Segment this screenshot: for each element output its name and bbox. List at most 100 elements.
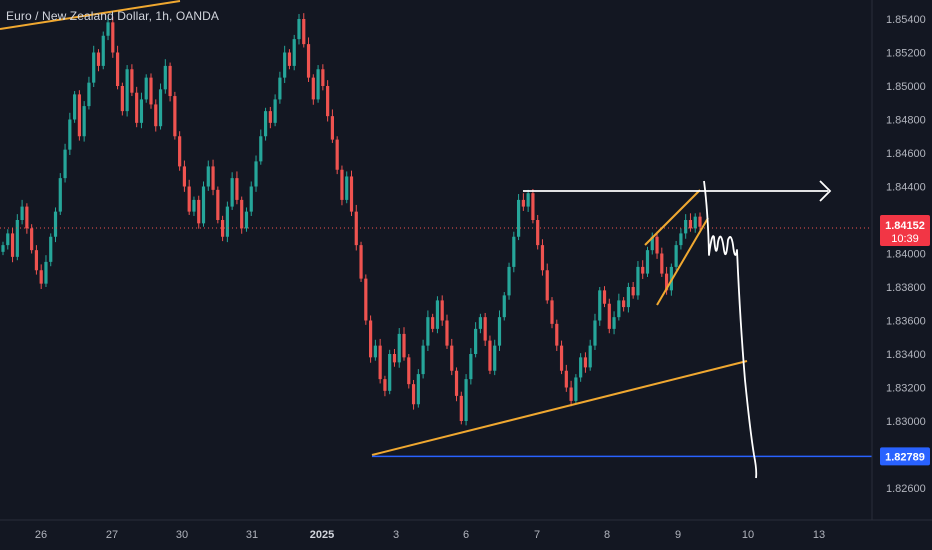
candle-body (364, 278, 368, 321)
candle-body (10, 233, 15, 257)
candle-body (493, 345, 497, 371)
candle-body (335, 139, 339, 170)
candle-body (536, 220, 540, 246)
candle-body (641, 266, 645, 274)
price-tick-label: 1.84800 (886, 115, 926, 127)
candle-body (321, 69, 325, 86)
candle-body (359, 245, 363, 279)
candle-body (111, 22, 115, 53)
candle-body (545, 270, 549, 301)
price-tick-label: 1.83800 (886, 282, 926, 294)
candle-body (698, 216, 702, 227)
candle-body (235, 178, 239, 200)
time-tick-label: 7 (534, 529, 540, 541)
price-tick-label: 1.83000 (886, 416, 926, 428)
candle-body (139, 99, 144, 123)
last-price-tag (880, 215, 930, 247)
candle-body (445, 320, 449, 346)
support-level-tag (880, 447, 930, 466)
resistance-arrow-head (819, 180, 832, 202)
last-price-value: 1.84152 (885, 220, 925, 232)
candle-body (211, 166, 215, 190)
candle-body (178, 136, 182, 167)
candle-body (330, 116, 335, 140)
candle-body (368, 320, 373, 358)
candle-body (206, 166, 210, 187)
price-tick-label: 1.82600 (886, 483, 926, 495)
candle-body (650, 236, 654, 251)
candle-body (645, 250, 650, 274)
candle-body (574, 377, 578, 401)
candle-body (249, 186, 253, 212)
candle-body (263, 111, 268, 137)
candlestick-series (1, 13, 702, 426)
candle-body (34, 250, 39, 271)
candle-body (216, 189, 220, 220)
candle-body (598, 290, 602, 321)
price-tick-label: 1.83200 (886, 383, 926, 395)
candle-body (602, 290, 607, 304)
candle-body (244, 211, 249, 229)
projected-path (703, 180, 758, 479)
candle-body (512, 236, 516, 267)
candle-body (230, 178, 234, 207)
upper-left-trendline (0, 0, 181, 30)
candle-body (373, 345, 377, 358)
candle-body (311, 77, 315, 100)
candle-body (254, 161, 258, 187)
candle-body (101, 35, 105, 66)
chart-title: Euro / New Zealand Dollar, 1h, OANDA (6, 9, 220, 23)
candle-body (474, 328, 478, 354)
candle-body (20, 206, 24, 220)
candle-body (120, 86, 124, 112)
candle-body (39, 270, 43, 284)
time-tick-label: 30 (176, 529, 188, 541)
support-level-value: 1.82789 (885, 451, 925, 463)
candle-body (402, 333, 406, 358)
candle-body (579, 357, 583, 378)
candle-body (302, 19, 306, 45)
candle-body (559, 345, 564, 371)
candle-body (268, 111, 272, 123)
candle-body (526, 193, 530, 207)
candle-body (345, 176, 349, 200)
candle-body (192, 199, 196, 212)
candle-body (182, 166, 187, 187)
time-tick-label: 3 (393, 529, 399, 541)
candle-body (58, 178, 62, 212)
candle-body (115, 52, 120, 86)
price-tick-label: 1.85200 (886, 48, 926, 60)
candle-body (106, 22, 110, 36)
candle-body (92, 52, 96, 83)
drawing-annotations (0, 0, 872, 479)
price-tick-label: 1.84600 (886, 148, 926, 160)
candle-body (168, 65, 172, 97)
candle-body (583, 357, 588, 368)
candle-body (593, 320, 597, 346)
candle-body (30, 228, 34, 251)
price-axis[interactable]: 1.85400 1.85200 1.85000 1.84800 1.84600 1.844… (871, 0, 926, 520)
candle-body (130, 69, 134, 93)
candle-body (464, 379, 468, 421)
candle-body (187, 186, 191, 212)
candle-body (655, 236, 659, 254)
candle-body (316, 69, 320, 100)
candle-body (431, 317, 435, 329)
candle-body (426, 317, 430, 346)
candle-body (44, 261, 48, 284)
candle-body (636, 266, 640, 296)
candle-body (163, 65, 167, 90)
lower-support-trendline (371, 360, 748, 456)
price-tick-label: 1.84400 (886, 182, 926, 194)
time-tick-label: 9 (675, 529, 681, 541)
candle-body (68, 119, 72, 150)
candle-body (459, 395, 463, 421)
candle-body (15, 220, 19, 257)
price-tick-label: 1.83400 (886, 349, 926, 361)
time-axis[interactable]: 26 27 30 31 2025 3 6 7 8 9 10 13 (0, 519, 932, 541)
candle-body (287, 52, 292, 66)
candle-body (297, 19, 301, 40)
candle-body (664, 273, 669, 291)
candle-body (516, 199, 521, 237)
